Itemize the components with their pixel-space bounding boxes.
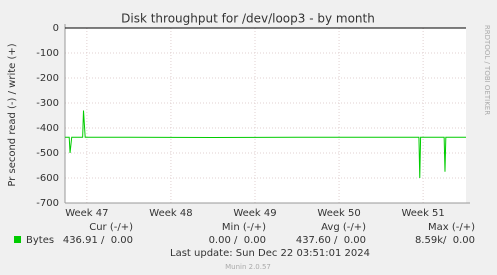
y-tick-label: -400 <box>36 123 59 134</box>
legend-value: 0.00 / 0.00 <box>209 235 266 246</box>
y-tick-label: -500 <box>36 148 59 159</box>
legend-value: 8.59k/ 0.00 <box>415 235 475 246</box>
y-axis-label: Pr second read (-) / write (+) <box>7 43 18 186</box>
plot-area <box>65 28 466 203</box>
x-tick-label: Week 50 <box>317 208 360 219</box>
chart-title: Disk throughput for /dev/loop3 - by mont… <box>121 12 375 26</box>
legend-value: 436.91 / 0.00 <box>63 235 133 246</box>
legend-header: Max (-/+) <box>428 222 475 233</box>
side-label: RRDTOOL / TOBI OETIKER <box>483 25 491 115</box>
legend-value: 437.60 / 0.00 <box>296 235 366 246</box>
legend-header: Cur (-/+) <box>89 222 133 233</box>
y-tick-label: 0 <box>53 23 59 34</box>
y-tick-label: -100 <box>36 48 59 59</box>
legend-label: Bytes <box>26 235 54 246</box>
series-line <box>65 110 466 179</box>
x-tick-label: Week 49 <box>233 208 276 219</box>
x-tick-label: Week 48 <box>149 208 192 219</box>
legend-header: Avg (-/+) <box>321 222 366 233</box>
y-tick-label: -300 <box>36 98 59 109</box>
y-tick-label: -700 <box>36 198 59 209</box>
last-update: Last update: Sun Dec 22 03:51:01 2024 <box>170 248 370 259</box>
footer: Munin 2.0.57 <box>225 263 271 271</box>
y-tick-label: -200 <box>36 73 59 84</box>
y-tick-label: -600 <box>36 173 59 184</box>
legend-swatch <box>14 236 21 243</box>
x-tick-label: Week 51 <box>401 208 444 219</box>
legend-header: Min (-/+) <box>222 222 266 233</box>
x-tick-label: Week 47 <box>65 208 108 219</box>
